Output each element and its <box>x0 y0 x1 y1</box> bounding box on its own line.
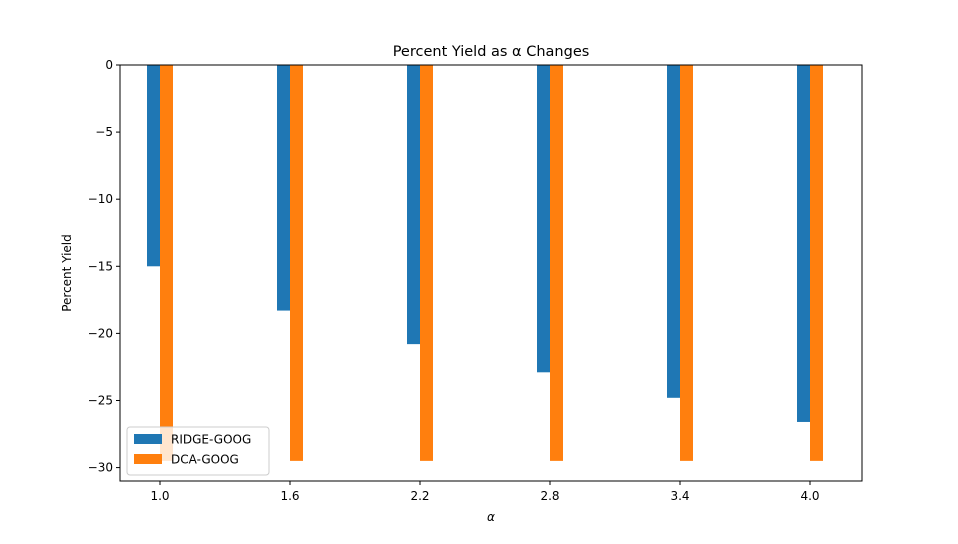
y-tick-label: −10 <box>88 192 113 206</box>
y-tick-label: −15 <box>88 259 113 273</box>
legend-swatch <box>134 434 162 444</box>
x-tick-label: 2.2 <box>410 489 429 503</box>
legend: RIDGE-GOOG DCA-GOOG <box>126 426 270 476</box>
bar-dca-goog-4.0 <box>810 65 823 461</box>
y-tick-label: 0 <box>105 58 113 72</box>
bar-ridge-goog-3.4 <box>667 65 680 398</box>
x-axis-label: α <box>487 510 495 524</box>
bar-ridge-goog-1.6 <box>277 65 290 311</box>
legend-label: RIDGE-GOOG <box>171 433 251 447</box>
y-tick-label: −30 <box>88 461 113 475</box>
bar-dca-goog-3.4 <box>680 65 693 461</box>
chart-title: Percent Yield as α Changes <box>393 44 590 60</box>
bar-dca-goog-1.0 <box>160 65 173 461</box>
bar-dca-goog-1.6 <box>290 65 303 461</box>
bar-ridge-goog-2.8 <box>537 65 550 373</box>
ticks-layer: 1.0 1.6 2.2 2.8 3.4 4.0 0 −5 −10 −15 −20 −25 −30 <box>88 58 820 503</box>
x-tick-label: 4.0 <box>800 489 819 503</box>
bars-layer <box>147 65 823 461</box>
legend-swatch <box>134 454 162 464</box>
bar-dca-goog-2.8 <box>550 65 563 461</box>
y-tick-label: −25 <box>88 393 113 407</box>
legend-box <box>126 426 270 476</box>
x-tick-label: 1.0 <box>150 489 169 503</box>
x-tick-label: 3.4 <box>670 489 689 503</box>
bar-dca-goog-2.2 <box>420 65 433 461</box>
bar-ridge-goog-2.2 <box>407 65 420 345</box>
plot-area-frame <box>119 64 863 482</box>
legend-label: DCA-GOOG <box>171 453 239 467</box>
bar-ridge-goog-1.0 <box>147 65 160 267</box>
x-tick-label: 2.8 <box>540 489 559 503</box>
y-axis-label: Percent Yield <box>60 234 74 312</box>
x-tick-label: 1.6 <box>280 489 299 503</box>
y-tick-label: −5 <box>95 125 113 139</box>
y-tick-label: −20 <box>88 326 113 340</box>
bar-ridge-goog-4.0 <box>797 65 810 422</box>
